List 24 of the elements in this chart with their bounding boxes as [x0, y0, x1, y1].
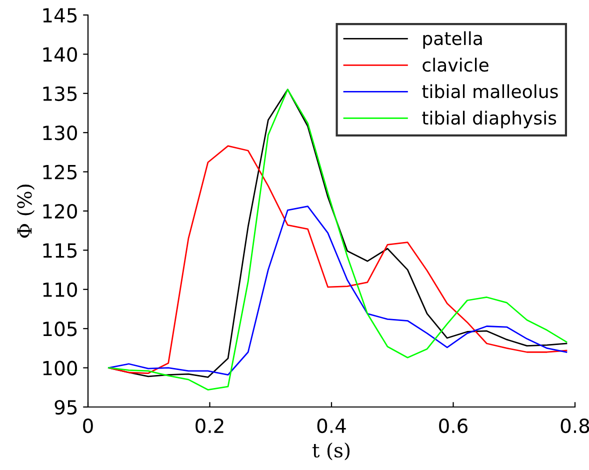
- legend-label: tibial diaphysis: [422, 110, 556, 128]
- y-axis-title: Φ (%): [16, 184, 35, 238]
- y-tick-label: 100: [43, 360, 77, 376]
- y-tick-label: 145: [43, 8, 77, 23]
- legend-label: tibial malleolus: [422, 84, 558, 98]
- x-tick-label: 0.2: [196, 418, 224, 434]
- y-tick-label: 135: [43, 86, 77, 102]
- y-tick-label: 95: [54, 400, 77, 415]
- x-tick-label: 0.8: [560, 418, 589, 434]
- x-tick-label: 0.6: [439, 418, 468, 434]
- y-tick-label: 130: [43, 126, 77, 140]
- y-tick-label: 115: [43, 243, 77, 258]
- y-tick-label: 120: [43, 204, 77, 219]
- legend-label: clavicle: [422, 58, 488, 72]
- x-tick-label: 0: [83, 418, 93, 434]
- y-tick-label: 110: [43, 282, 77, 298]
- legend-label: patella: [423, 31, 482, 49]
- x-axis-title: t (s): [312, 442, 350, 460]
- y-tick-label: 140: [43, 47, 77, 62]
- x-tick-label: 0.4: [317, 418, 346, 434]
- y-tick-label: 105: [43, 322, 77, 336]
- y-tick-label: 125: [43, 164, 77, 180]
- line-series: [108, 206, 568, 376]
- line-series: [108, 145, 568, 374]
